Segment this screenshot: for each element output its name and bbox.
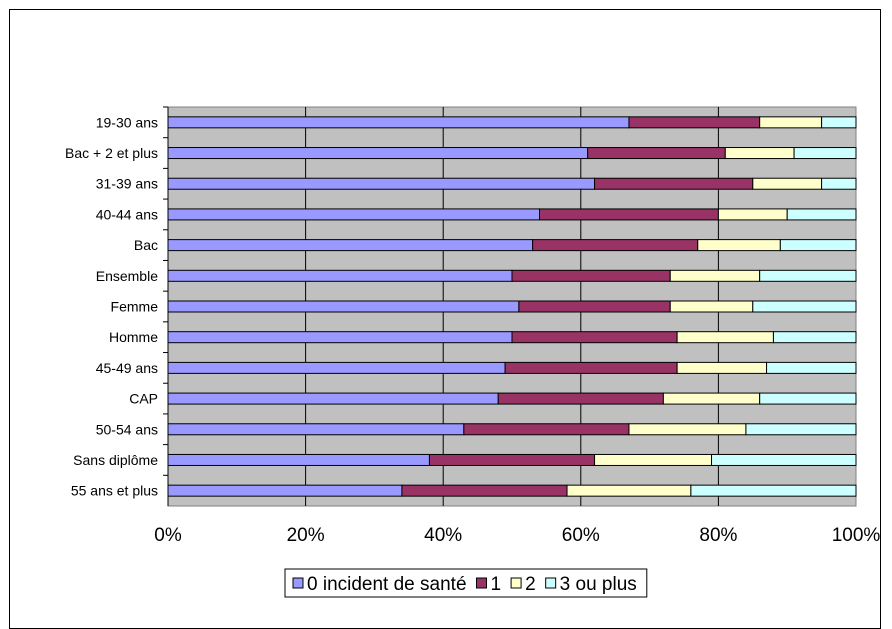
legend-box: [284, 568, 648, 598]
y-tick-label: 19-30 ans: [96, 114, 158, 130]
y-tick-label: 40-44 ans: [96, 206, 158, 222]
bar-segment: [628, 423, 747, 436]
bar-segment: [759, 116, 823, 129]
y-tick-label: Sans diplôme: [73, 452, 158, 468]
bar-segment: [697, 239, 781, 252]
legend-label: 0 incident de santé: [307, 574, 467, 595]
bar-segment: [539, 208, 719, 221]
y-tick-label: 45-49 ans: [96, 360, 158, 376]
bar-segment: [504, 361, 678, 374]
legend-swatch: [545, 577, 557, 589]
bar-segment: [766, 361, 857, 374]
bar-segment: [167, 392, 499, 405]
bar-segment: [759, 269, 857, 282]
x-tick-label: 60%: [562, 525, 600, 546]
bar-segment: [566, 484, 692, 497]
bar-segment: [518, 300, 671, 313]
bar-segment: [167, 116, 630, 129]
bar-segment: [167, 147, 589, 160]
bar-segment: [669, 269, 761, 282]
y-tick-label: 50-54 ans: [96, 421, 158, 437]
bar-segment: [711, 453, 857, 466]
y-tick-label: Bac: [134, 237, 158, 253]
y-tick-label: 55 ans et plus: [71, 483, 158, 499]
bar-segment: [772, 331, 857, 344]
legend-label: 2: [525, 574, 536, 595]
x-axis-labels: 0% 20% 40% 60% 80% 100%: [154, 525, 880, 546]
bar-segment: [779, 239, 857, 252]
bar-segment: [669, 300, 754, 313]
y-tick-label: CAP: [129, 391, 158, 407]
bar-segment: [428, 453, 596, 466]
bar-segment: [167, 361, 506, 374]
bar-segment: [497, 392, 664, 405]
bar-segment: [167, 239, 534, 252]
bar-segment: [594, 453, 713, 466]
y-tick-label: Ensemble: [96, 268, 158, 284]
bar-segment: [167, 177, 596, 190]
y-tick-label: 31-39 ans: [96, 176, 158, 192]
bar-segment: [167, 423, 465, 436]
x-tick-label: 100%: [832, 525, 881, 546]
bar-segment: [676, 361, 768, 374]
bar-segment: [463, 423, 630, 436]
bar-segment: [793, 147, 857, 160]
legend-label: 1: [491, 574, 502, 595]
x-tick-label: 40%: [424, 525, 462, 546]
bar-segment: [662, 392, 761, 405]
bar-segment: [401, 484, 568, 497]
legend: 0 incident de santé 1 2 3 ou plus: [284, 568, 648, 598]
bar-segment: [821, 177, 857, 190]
x-tick-label: 0%: [154, 525, 182, 546]
bar-segment: [676, 331, 774, 344]
bar-segment: [628, 116, 761, 129]
bar-segment: [167, 331, 513, 344]
bar-segment: [594, 177, 754, 190]
y-tick-label: Femme: [111, 299, 159, 315]
bar-segment: [587, 147, 726, 160]
bar-segment: [724, 147, 795, 160]
bar-segment: [167, 300, 520, 313]
legend-swatch: [476, 577, 488, 589]
bar-segment: [690, 484, 857, 497]
y-tick-label: Bac + 2 et plus: [65, 145, 158, 161]
bar-segment: [717, 208, 788, 221]
bar-segment: [752, 177, 823, 190]
legend-swatch: [292, 577, 304, 589]
y-axis-labels: 19-30 ans Bac + 2 et plus 31-39 ans 40-44 a…: [65, 106, 168, 499]
bar-segment: [759, 392, 857, 405]
bars: [167, 116, 857, 497]
y-tick-label: Homme: [109, 329, 158, 345]
x-tick-label: 80%: [699, 525, 737, 546]
bar-segment: [511, 269, 671, 282]
bar-segment: [167, 453, 430, 466]
bar-segment: [167, 269, 513, 282]
chart: 19-30 ans Bac + 2 et plus 31-39 ans 40-44 a…: [65, 106, 880, 598]
bar-segment: [167, 208, 541, 221]
bar-segment: [167, 484, 403, 497]
legend-label: 3 ou plus: [560, 574, 637, 595]
bar-segment: [821, 116, 857, 129]
legend-swatch: [510, 577, 522, 589]
bar-segment: [511, 331, 678, 344]
bar-segment: [532, 239, 699, 252]
x-tick-label: 20%: [287, 525, 325, 546]
bar-segment: [745, 423, 857, 436]
bar-segment: [752, 300, 857, 313]
bar-segment: [786, 208, 857, 221]
